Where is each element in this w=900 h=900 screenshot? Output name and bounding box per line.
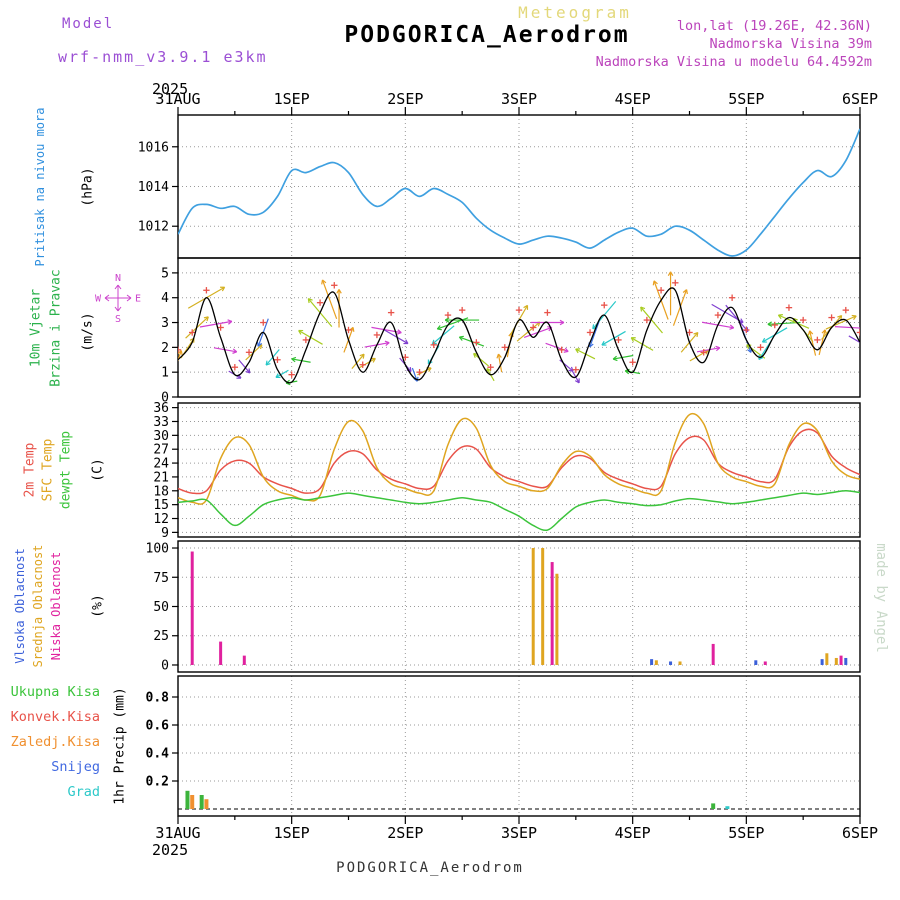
meteogram-label: Meteogram bbox=[518, 3, 632, 22]
svg-text:31AUG: 31AUG bbox=[155, 824, 200, 842]
svg-text:33: 33 bbox=[153, 415, 169, 430]
precip-bars bbox=[178, 790, 860, 810]
svg-text:4SEP: 4SEP bbox=[615, 90, 651, 108]
svg-text:18: 18 bbox=[153, 484, 169, 499]
svg-text:1016: 1016 bbox=[138, 140, 169, 155]
precip-legend: Ukupna Kisa Konvek.Kisa Zaledj.Kisa Snij… bbox=[4, 680, 100, 805]
svg-text:30: 30 bbox=[153, 429, 169, 444]
svg-text:2SEP: 2SEP bbox=[387, 824, 423, 842]
svg-text:1012: 1012 bbox=[138, 220, 169, 235]
svg-text:6SEP: 6SEP bbox=[842, 90, 878, 108]
model-elevation-text: Nadmorska Visina u modelu 64.4592m bbox=[595, 54, 872, 70]
precip-freezing-label: Zaledj.Kisa bbox=[10, 734, 100, 750]
precip-convective-label: Konvek.Kisa bbox=[10, 709, 100, 725]
svg-text:4SEP: 4SEP bbox=[615, 824, 651, 842]
model-name: wrf-nmm_v3.9.1 e3km bbox=[58, 48, 268, 66]
svg-text:1SEP: 1SEP bbox=[274, 90, 310, 108]
temp-line bbox=[178, 428, 860, 495]
compass-icon: N S W E bbox=[95, 273, 141, 325]
wind-plus-markers bbox=[178, 279, 860, 378]
svg-text:24: 24 bbox=[153, 457, 169, 472]
svg-text:27: 27 bbox=[153, 443, 169, 458]
svg-text:21: 21 bbox=[153, 470, 169, 485]
svg-text:9: 9 bbox=[161, 526, 169, 541]
svg-text:3SEP: 3SEP bbox=[501, 90, 537, 108]
svg-text:E: E bbox=[135, 294, 141, 305]
svg-text:N: N bbox=[115, 273, 121, 284]
svg-text:15: 15 bbox=[153, 498, 169, 513]
svg-text:5SEP: 5SEP bbox=[728, 824, 764, 842]
precip-total-label: Ukupna Kisa bbox=[10, 684, 100, 700]
temp-line bbox=[178, 412, 860, 505]
year-bottom: 2025 bbox=[152, 841, 189, 859]
pressure-line bbox=[178, 128, 860, 257]
pressure-panel-frame: 1012 1014 1016 bbox=[138, 114, 861, 259]
svg-text:0: 0 bbox=[161, 658, 169, 673]
svg-text:6SEP: 6SEP bbox=[842, 824, 878, 842]
svg-text:1: 1 bbox=[161, 366, 169, 381]
cloud-bars bbox=[190, 548, 848, 665]
svg-text:0.6: 0.6 bbox=[146, 719, 170, 734]
wind-speed-line bbox=[178, 287, 860, 384]
svg-text:S: S bbox=[115, 314, 121, 325]
wind-panel-frame: 0 1 2 3 4 5 bbox=[161, 257, 861, 406]
svg-text:31AUG: 31AUG bbox=[155, 90, 200, 108]
svg-text:0.8: 0.8 bbox=[146, 691, 170, 706]
svg-text:5SEP: 5SEP bbox=[728, 90, 764, 108]
svg-text:1SEP: 1SEP bbox=[274, 824, 310, 842]
svg-text:12: 12 bbox=[153, 512, 169, 527]
precip-panel-frame: 0.2 0.4 0.6 0.8 bbox=[146, 675, 861, 817]
svg-text:3: 3 bbox=[161, 316, 169, 331]
precip-snow-label: Snijeg bbox=[51, 759, 100, 775]
svg-text:0: 0 bbox=[161, 391, 169, 406]
lonlat-text: lon,lat (19.26E, 42.36N) bbox=[676, 18, 872, 34]
svg-text:100: 100 bbox=[146, 542, 169, 557]
svg-text:75: 75 bbox=[153, 571, 169, 586]
svg-text:5: 5 bbox=[161, 266, 169, 281]
temp-line bbox=[178, 490, 860, 532]
svg-text:3SEP: 3SEP bbox=[501, 824, 537, 842]
svg-text:36: 36 bbox=[153, 401, 169, 416]
year-top: 2025 bbox=[152, 80, 189, 98]
svg-text:0.2: 0.2 bbox=[146, 775, 169, 790]
svg-text:W: W bbox=[95, 294, 102, 305]
svg-text:4: 4 bbox=[161, 291, 169, 306]
svg-text:1014: 1014 bbox=[138, 180, 169, 195]
elevation-text: Nadmorska Visina 39m bbox=[709, 36, 872, 52]
svg-text:2SEP: 2SEP bbox=[387, 90, 423, 108]
model-label: Model bbox=[62, 16, 115, 32]
svg-text:0.4: 0.4 bbox=[146, 747, 170, 762]
cloud-panel-frame: 0 25 50 75 100 bbox=[146, 540, 861, 673]
svg-text:25: 25 bbox=[153, 629, 169, 644]
time-axis: 31AUG 31AUG 1SEP 1SEP 2SEP 2SEP 3SEP 3SEP 4SEP 4S… bbox=[155, 90, 878, 842]
svg-text:2: 2 bbox=[161, 341, 169, 356]
page-title: PODGORICA_Aerodrom bbox=[344, 22, 630, 48]
precip-hail-label: Grad bbox=[67, 784, 100, 800]
station-meta: lon,lat (19.26E, 42.36N) Nadmorska Visin… bbox=[596, 17, 872, 71]
svg-text:50: 50 bbox=[153, 600, 169, 615]
wind-direction-arrows bbox=[178, 271, 860, 386]
footer-station-name: PODGORICA_Aerodrom bbox=[336, 860, 524, 876]
